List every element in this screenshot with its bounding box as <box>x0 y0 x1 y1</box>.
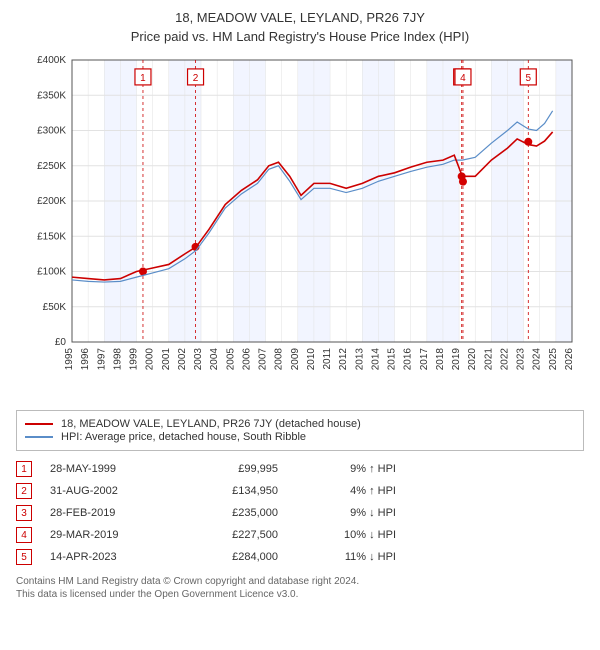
svg-text:2006: 2006 <box>241 348 252 371</box>
svg-text:2014: 2014 <box>370 348 381 371</box>
svg-text:2019: 2019 <box>451 348 462 371</box>
svg-text:1997: 1997 <box>96 348 107 371</box>
svg-text:2025: 2025 <box>548 348 559 371</box>
svg-text:£50K: £50K <box>43 302 67 313</box>
svg-text:4: 4 <box>460 73 466 84</box>
legend-swatch <box>25 436 53 438</box>
transaction-date: 28-MAY-1999 <box>50 463 160 475</box>
svg-text:1995: 1995 <box>64 348 75 371</box>
transaction-price: £284,000 <box>178 551 278 563</box>
svg-text:£250K: £250K <box>37 161 66 172</box>
svg-text:2007: 2007 <box>258 348 269 371</box>
transaction-row: 1 28-MAY-1999 £99,995 9% ↑ HPI <box>16 461 584 477</box>
transaction-diff: 9% ↓ HPI <box>296 507 396 519</box>
transaction-price: £99,995 <box>178 463 278 475</box>
svg-text:2018: 2018 <box>435 348 446 371</box>
transaction-diff: 11% ↓ HPI <box>296 551 396 563</box>
svg-text:£100K: £100K <box>37 267 66 278</box>
transaction-marker: 5 <box>16 549 32 565</box>
transaction-date: 31-AUG-2002 <box>50 485 160 497</box>
price-chart: £0 £50K £100K £150K £200K £250K £300K £350K £400… <box>20 52 580 392</box>
transaction-date: 14-APR-2023 <box>50 551 160 563</box>
svg-text:2013: 2013 <box>354 348 365 371</box>
svg-text:£300K: £300K <box>37 126 66 137</box>
legend-swatch <box>25 423 53 426</box>
legend-item: 18, MEADOW VALE, LEYLAND, PR26 7JY (deta… <box>25 418 575 430</box>
svg-text:2009: 2009 <box>290 348 301 371</box>
svg-text:2002: 2002 <box>177 348 188 371</box>
transaction-date: 29-MAR-2019 <box>50 529 160 541</box>
svg-text:5: 5 <box>526 73 532 84</box>
transaction-row: 4 29-MAR-2019 £227,500 10% ↓ HPI <box>16 527 584 543</box>
svg-text:1999: 1999 <box>129 348 140 371</box>
transaction-row: 2 31-AUG-2002 £134,950 4% ↑ HPI <box>16 483 584 499</box>
svg-text:2024: 2024 <box>532 348 543 371</box>
svg-text:2022: 2022 <box>499 348 510 371</box>
svg-text:2004: 2004 <box>209 348 220 371</box>
legend: 18, MEADOW VALE, LEYLAND, PR26 7JY (deta… <box>16 410 584 451</box>
svg-text:£200K: £200K <box>37 196 66 207</box>
svg-text:2011: 2011 <box>322 348 333 370</box>
svg-text:2000: 2000 <box>145 348 156 371</box>
svg-text:2005: 2005 <box>225 348 236 371</box>
transaction-marker: 4 <box>16 527 32 543</box>
svg-text:1998: 1998 <box>112 348 123 371</box>
transaction-price: £235,000 <box>178 507 278 519</box>
transaction-price: £134,950 <box>178 485 278 497</box>
svg-text:2010: 2010 <box>306 348 317 371</box>
transaction-price: £227,500 <box>178 529 278 541</box>
svg-text:2001: 2001 <box>161 348 172 371</box>
transaction-diff: 10% ↓ HPI <box>296 529 396 541</box>
svg-text:£350K: £350K <box>37 90 66 101</box>
transaction-date: 28-FEB-2019 <box>50 507 160 519</box>
svg-text:2: 2 <box>193 73 199 84</box>
svg-text:1996: 1996 <box>80 348 91 371</box>
transaction-marker: 3 <box>16 505 32 521</box>
svg-text:2016: 2016 <box>403 348 414 371</box>
svg-text:1: 1 <box>140 73 146 84</box>
chart-title: 18, MEADOW VALE, LEYLAND, PR26 7JY <box>14 10 586 25</box>
transactions-table: 1 28-MAY-1999 £99,995 9% ↑ HPI 2 31-AUG-2002 £… <box>16 461 584 565</box>
legend-item: HPI: Average price, detached house, Sout… <box>25 431 575 443</box>
footer: Contains HM Land Registry data © Crown c… <box>16 575 584 601</box>
svg-text:2003: 2003 <box>193 348 204 371</box>
transaction-diff: 9% ↑ HPI <box>296 463 396 475</box>
svg-text:2021: 2021 <box>483 348 494 371</box>
chart-subtitle: Price paid vs. HM Land Registry's House … <box>14 29 586 44</box>
svg-text:2015: 2015 <box>387 348 398 371</box>
svg-text:2012: 2012 <box>338 348 349 371</box>
transaction-marker: 2 <box>16 483 32 499</box>
svg-text:2023: 2023 <box>516 348 527 371</box>
footer-line-1: Contains HM Land Registry data © Crown c… <box>16 575 584 588</box>
chart-svg: £0 £50K £100K £150K £200K £250K £300K £350K £400… <box>20 52 580 392</box>
svg-text:2026: 2026 <box>564 348 575 371</box>
footer-line-2: This data is licensed under the Open Gov… <box>16 588 584 601</box>
svg-text:£400K: £400K <box>37 55 66 66</box>
legend-label: HPI: Average price, detached house, Sout… <box>61 431 306 443</box>
header: 18, MEADOW VALE, LEYLAND, PR26 7JY Price… <box>14 10 586 44</box>
transaction-row: 5 14-APR-2023 £284,000 11% ↓ HPI <box>16 549 584 565</box>
svg-text:2020: 2020 <box>467 348 478 371</box>
legend-label: 18, MEADOW VALE, LEYLAND, PR26 7JY (deta… <box>61 418 361 430</box>
transaction-marker: 1 <box>16 461 32 477</box>
svg-text:£150K: £150K <box>37 231 66 242</box>
transaction-row: 3 28-FEB-2019 £235,000 9% ↓ HPI <box>16 505 584 521</box>
svg-text:2008: 2008 <box>274 348 285 371</box>
svg-text:2017: 2017 <box>419 348 430 371</box>
svg-text:£0: £0 <box>55 337 67 348</box>
transaction-diff: 4% ↑ HPI <box>296 485 396 497</box>
